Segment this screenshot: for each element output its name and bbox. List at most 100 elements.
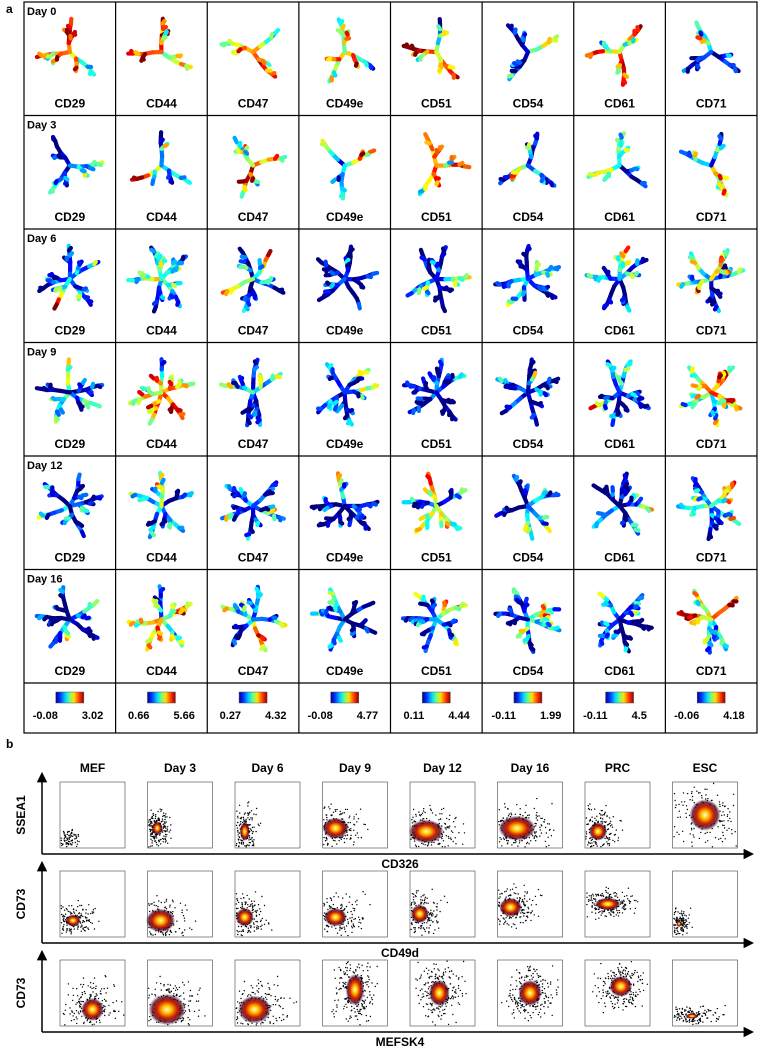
event-dot bbox=[253, 926, 255, 928]
event-dot bbox=[502, 837, 505, 839]
colorbar-min: 0.27 bbox=[220, 710, 241, 722]
event-dot bbox=[731, 833, 733, 835]
column-header: ESC bbox=[693, 761, 718, 775]
event-dot bbox=[339, 929, 341, 931]
event-dot bbox=[334, 809, 336, 811]
tree-branch bbox=[536, 400, 543, 407]
tree-branch bbox=[274, 374, 282, 380]
day-label: Day 3 bbox=[27, 119, 56, 131]
event-dot bbox=[79, 904, 81, 907]
marker-label: CD51 bbox=[421, 664, 452, 678]
event-dot bbox=[349, 917, 351, 919]
colorbar-min: -0.06 bbox=[674, 710, 699, 722]
event-dot bbox=[66, 928, 68, 930]
tree-branch bbox=[365, 502, 373, 509]
tree-branch bbox=[722, 488, 730, 494]
marker-label: CD49e bbox=[326, 551, 364, 565]
event-dot bbox=[547, 836, 549, 838]
tree-branch bbox=[277, 515, 283, 523]
tree-branch bbox=[424, 289, 431, 296]
event-dot bbox=[532, 835, 534, 837]
tree-branch bbox=[346, 515, 353, 522]
tree-branch bbox=[690, 402, 697, 408]
event-dot bbox=[73, 912, 76, 914]
event-dot bbox=[439, 910, 441, 913]
event-dot bbox=[65, 931, 68, 933]
event-dot bbox=[354, 908, 356, 910]
event-dot bbox=[435, 915, 437, 918]
event-dot bbox=[498, 889, 500, 891]
tree-branch bbox=[235, 147, 242, 154]
tree-branch bbox=[67, 251, 75, 258]
event-dot bbox=[585, 838, 587, 840]
tree-branch bbox=[412, 388, 419, 395]
event-dot bbox=[609, 838, 611, 840]
event-dot bbox=[507, 895, 510, 897]
event-dot bbox=[236, 810, 238, 812]
density-core bbox=[324, 907, 347, 927]
event-dot bbox=[510, 814, 513, 816]
event-dot bbox=[77, 899, 80, 902]
event-dot bbox=[420, 896, 422, 898]
event-dot bbox=[351, 921, 353, 923]
tree-branch bbox=[413, 591, 422, 599]
event-dot bbox=[551, 803, 553, 805]
event-dot bbox=[543, 821, 545, 823]
event-dot bbox=[249, 905, 252, 907]
tree-branch bbox=[416, 287, 422, 296]
event-dot bbox=[340, 838, 343, 840]
tree-branch bbox=[602, 403, 608, 411]
event-dot bbox=[430, 913, 432, 916]
tree-branch bbox=[546, 36, 552, 45]
event-dot bbox=[353, 829, 355, 831]
event-dot bbox=[442, 840, 445, 842]
event-dot bbox=[412, 816, 414, 818]
event-dot bbox=[240, 934, 242, 936]
event-dot bbox=[323, 915, 325, 917]
tree-branch bbox=[705, 645, 712, 653]
tree-branch bbox=[544, 290, 551, 298]
event-dot bbox=[498, 841, 501, 843]
tree-branch bbox=[609, 412, 617, 419]
marker-label: CD61 bbox=[604, 210, 635, 224]
event-dot bbox=[526, 915, 529, 917]
event-dot bbox=[250, 900, 253, 902]
event-dot bbox=[261, 895, 263, 898]
tree-branch bbox=[633, 527, 641, 533]
event-dot bbox=[356, 904, 358, 906]
event-dot bbox=[522, 815, 524, 817]
tree-branch bbox=[85, 626, 91, 633]
event-dot bbox=[163, 830, 165, 832]
event-dot bbox=[358, 926, 360, 928]
event-dot bbox=[252, 844, 254, 846]
event-dot bbox=[498, 820, 500, 823]
tree-branch bbox=[504, 404, 513, 410]
tree-branch bbox=[232, 604, 239, 610]
event-dot bbox=[81, 925, 83, 927]
event-dot bbox=[263, 904, 266, 907]
event-dot bbox=[80, 913, 82, 915]
event-dot bbox=[240, 842, 242, 844]
tree-plot bbox=[319, 138, 377, 201]
event-dot bbox=[414, 844, 417, 846]
event-dot bbox=[415, 813, 417, 816]
event-dot bbox=[603, 821, 605, 823]
event-dot bbox=[79, 917, 82, 919]
event-dot bbox=[434, 929, 436, 931]
event-dot bbox=[70, 835, 73, 837]
event-dot bbox=[603, 814, 605, 816]
tree-branch bbox=[146, 403, 154, 410]
tree-branch bbox=[327, 375, 334, 382]
event-dot bbox=[450, 838, 452, 841]
tree-branch bbox=[311, 504, 319, 511]
event-dot bbox=[265, 919, 267, 921]
event-dot bbox=[237, 925, 240, 928]
tree-branch bbox=[633, 600, 642, 606]
tree-branch bbox=[515, 597, 521, 604]
tree-branch bbox=[444, 521, 451, 527]
event-dot bbox=[722, 824, 724, 826]
event-dot bbox=[411, 819, 413, 821]
event-dot bbox=[585, 817, 588, 819]
event-dot bbox=[268, 923, 270, 925]
